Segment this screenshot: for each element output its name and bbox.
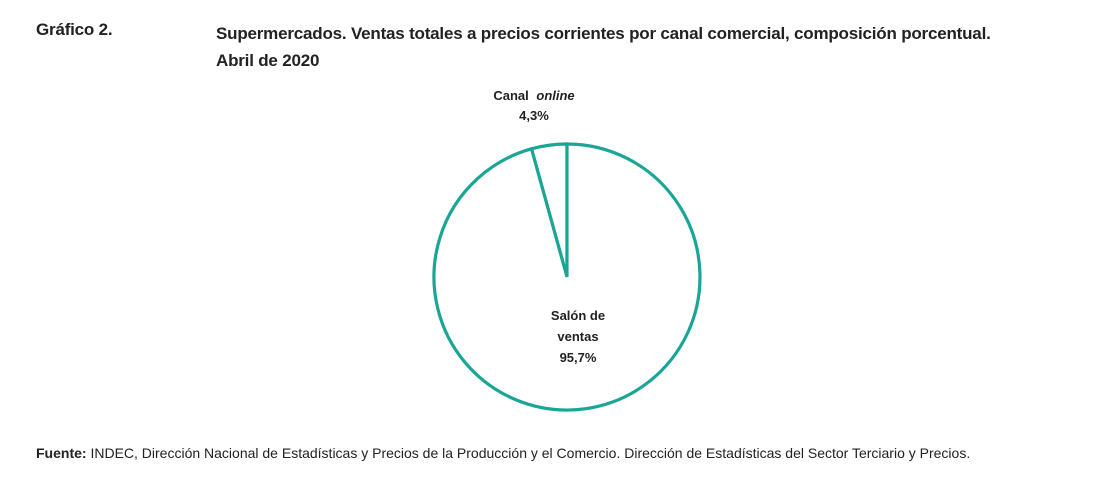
source-text: INDEC, Dirección Nacional de Estadística…: [90, 445, 971, 461]
chart-title-line-1: Supermercados. Ventas totales a precios …: [216, 24, 991, 43]
source-note: Fuente: INDEC, Dirección Nacional de Est…: [36, 445, 1106, 461]
pie-slices: [432, 142, 702, 412]
slice-label-salon-value: 95,7%: [560, 350, 597, 365]
slice-label-salon-line1: Salón de: [551, 308, 605, 323]
source-label: Fuente:: [36, 445, 87, 461]
slice-label-online-value: 4,3%: [519, 108, 549, 123]
chart-title: Supermercados. Ventas totales a precios …: [216, 20, 1076, 74]
chart-title-line-2: Abril de 2020: [216, 51, 320, 70]
slice-label-online-name-italic: online: [536, 88, 574, 103]
slice-label-salon-line2: ventas: [557, 329, 598, 344]
slice-label-online-name: Canal online: [493, 88, 574, 103]
figure-label: Gráfico 2.: [36, 20, 113, 39]
slice-label-online-name-main: Canal: [493, 88, 528, 103]
pie-slice-salon-de-ventas: [432, 142, 702, 412]
